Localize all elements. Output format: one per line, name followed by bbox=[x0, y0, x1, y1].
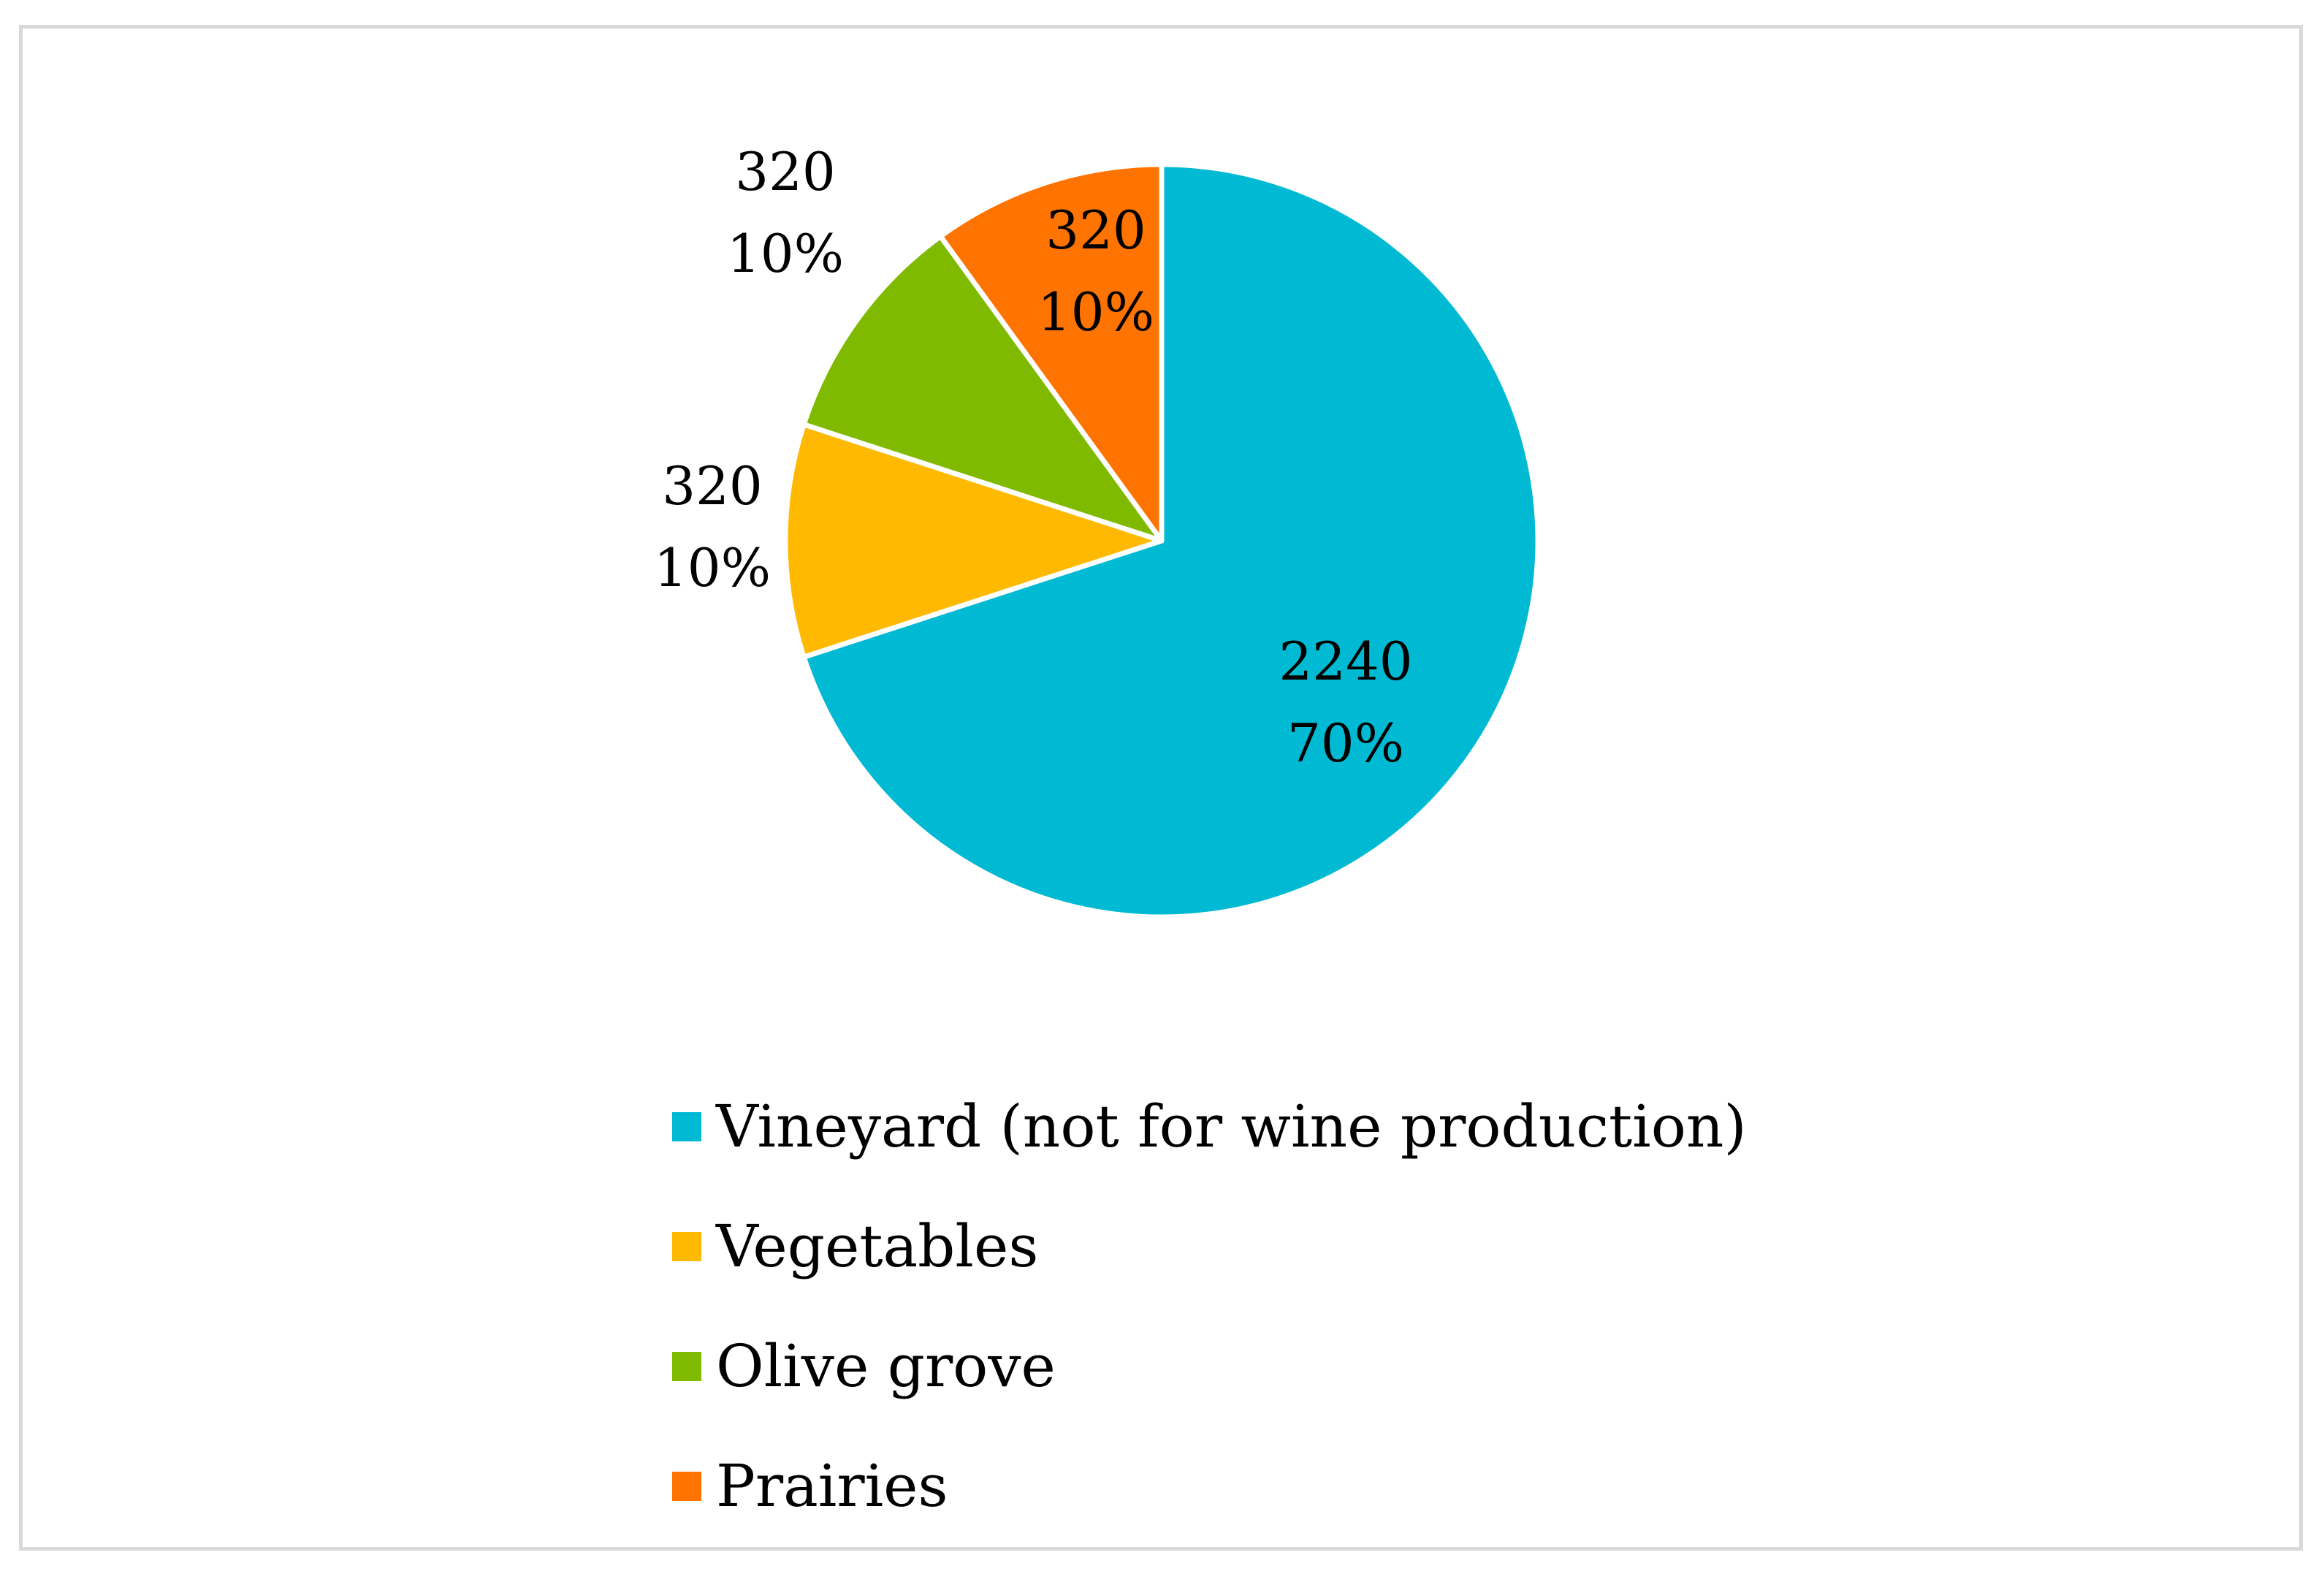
legend-label-prairies: Prairies bbox=[716, 1452, 948, 1520]
legend-swatch-vineyard bbox=[672, 1112, 701, 1141]
pie-slice-prairies bbox=[937, 161, 1165, 544]
data-label-percent-olive-grove: 10% bbox=[727, 223, 844, 284]
pie-slice-olive-grove bbox=[801, 233, 1165, 544]
legend-label-vegetables: Vegetables bbox=[716, 1212, 1039, 1280]
legend-label-olive-grove: Olive grove bbox=[716, 1332, 1056, 1400]
legend: Vineyard (not for wine production) Veget… bbox=[672, 1067, 1747, 1546]
legend-item-olive-grove: Olive grove bbox=[672, 1307, 1747, 1426]
legend-item-prairies: Prairies bbox=[672, 1426, 1747, 1546]
data-label-value-olive-grove: 320 bbox=[735, 141, 835, 202]
pie-data-labels: 2240 70% 320 10% 320 10% 320 10% bbox=[654, 141, 1413, 774]
data-label-value-prairies: 320 bbox=[1045, 199, 1146, 261]
legend-label-vineyard: Vineyard (not for wine production) bbox=[716, 1092, 1747, 1160]
pie-slice-vegetables bbox=[782, 422, 1165, 660]
data-label-value-vegetables: 320 bbox=[662, 455, 762, 517]
data-label-percent-vegetables: 10% bbox=[654, 537, 771, 598]
legend-item-vegetables: Vegetables bbox=[672, 1187, 1747, 1307]
data-label-percent-prairies: 10% bbox=[1037, 281, 1154, 343]
legend-swatch-olive-grove bbox=[672, 1352, 701, 1381]
legend-item-vineyard: Vineyard (not for wine production) bbox=[672, 1067, 1747, 1187]
data-label-value-vineyard: 2240 bbox=[1279, 631, 1412, 692]
legend-swatch-prairies bbox=[672, 1472, 701, 1501]
pie-slice-vineyard bbox=[801, 161, 1541, 920]
pie-slices bbox=[782, 161, 1541, 920]
data-label-percent-vineyard: 70% bbox=[1287, 712, 1404, 774]
legend-swatch-vegetables bbox=[672, 1232, 701, 1261]
